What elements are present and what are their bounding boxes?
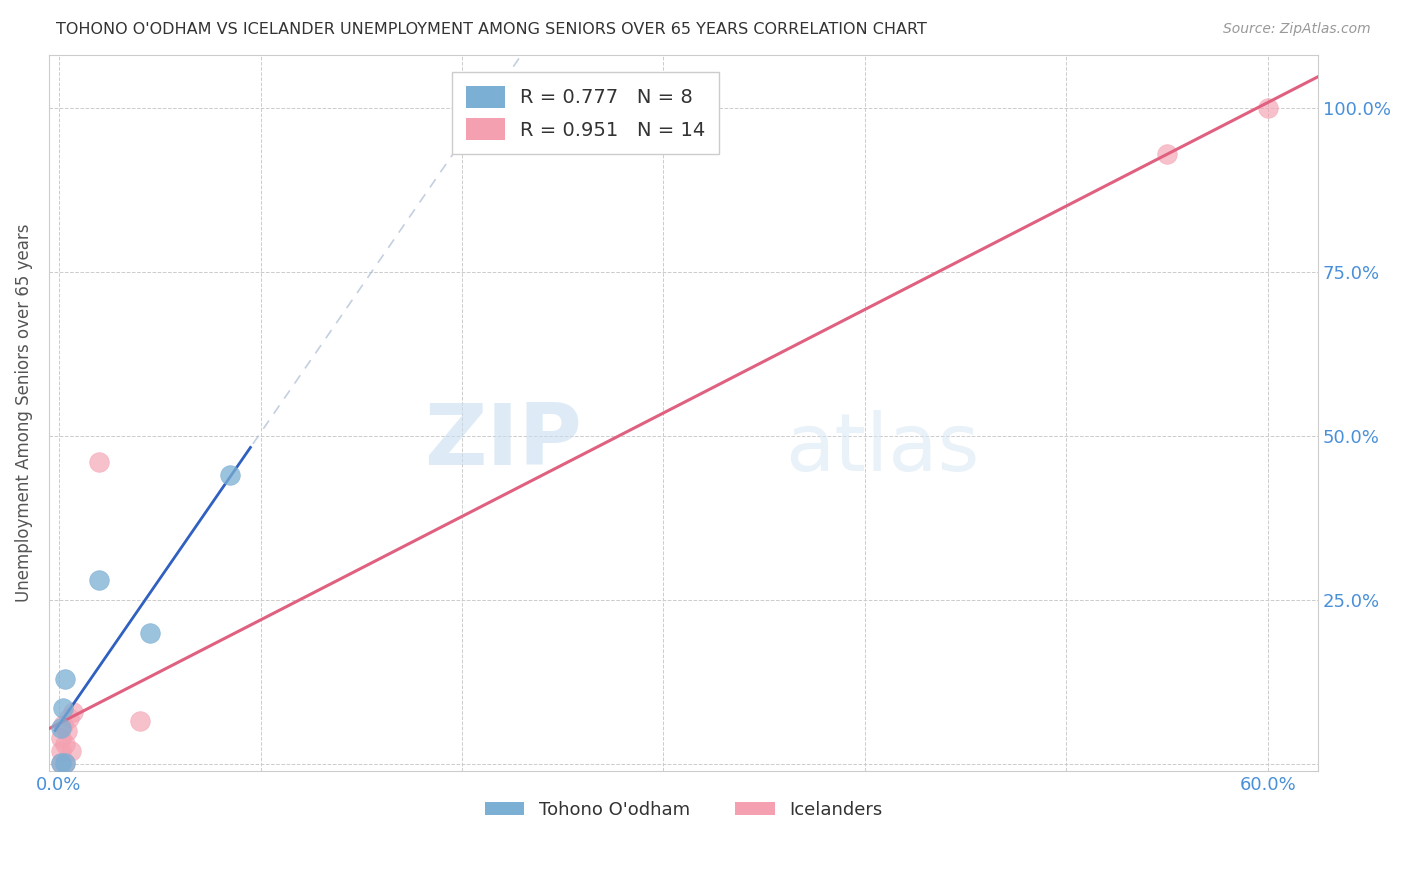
Text: Source: ZipAtlas.com: Source: ZipAtlas.com: [1223, 22, 1371, 37]
Point: [53, 756, 76, 771]
Point: [62, 705, 84, 719]
Point: [53, 672, 76, 686]
Text: TOHONO O'ODHAM VS ICELANDER UNEMPLOYMENT AMONG SENIORS OVER 65 YEARS CORRELATION: TOHONO O'ODHAM VS ICELANDER UNEMPLOYMENT…: [56, 22, 927, 37]
Point: [56, 724, 79, 739]
Point: [89, 455, 111, 469]
Legend: Tohono O'odham, Icelanders: Tohono O'odham, Icelanders: [478, 794, 890, 826]
Text: ZIP: ZIP: [425, 400, 582, 483]
Point: [138, 625, 160, 640]
Point: [60, 744, 83, 758]
Point: [49, 731, 72, 745]
Point: [52, 717, 75, 731]
Point: [58, 711, 80, 725]
Point: [49, 721, 72, 735]
Point: [1156, 146, 1178, 161]
Point: [1257, 101, 1279, 115]
Y-axis label: Unemployment Among Seniors over 65 years: Unemployment Among Seniors over 65 years: [15, 224, 32, 602]
Point: [128, 714, 150, 729]
Point: [53, 756, 76, 771]
Point: [219, 468, 242, 483]
Point: [89, 574, 111, 588]
Text: atlas: atlas: [785, 409, 980, 488]
Point: [53, 738, 76, 752]
Point: [49, 756, 72, 771]
Point: [49, 756, 72, 771]
Point: [52, 701, 75, 715]
Point: [49, 744, 72, 758]
